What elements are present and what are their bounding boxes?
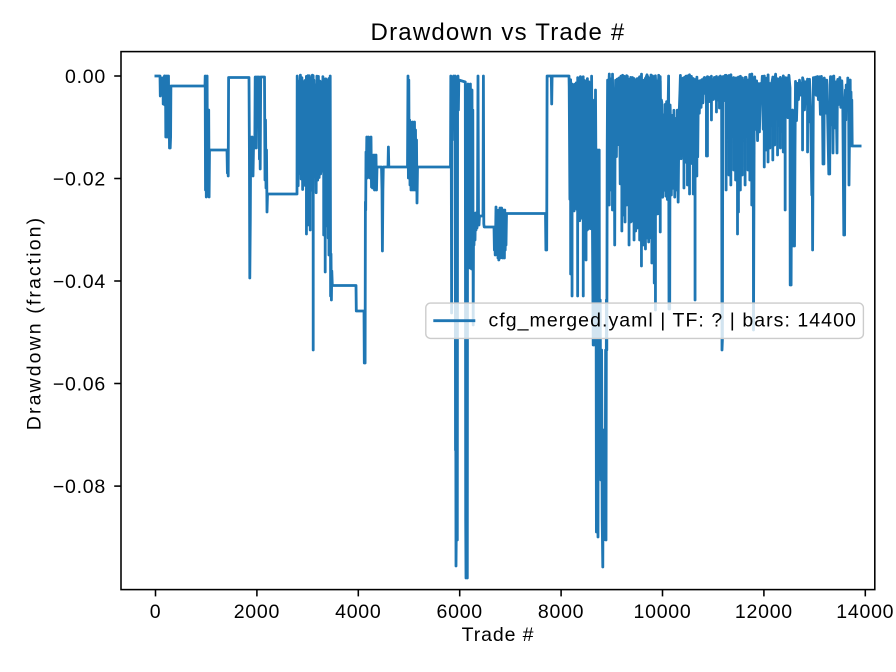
- svg-text:6000: 6000: [437, 601, 483, 623]
- svg-text:14000: 14000: [836, 601, 894, 623]
- svg-text:4000: 4000: [335, 601, 381, 623]
- svg-text:−0.08: −0.08: [53, 476, 106, 498]
- svg-text:12000: 12000: [735, 601, 793, 623]
- svg-text:Drawdown (fraction): Drawdown (fraction): [24, 216, 46, 430]
- svg-text:0.00: 0.00: [65, 66, 106, 88]
- svg-text:8000: 8000: [538, 601, 584, 623]
- svg-text:−0.06: −0.06: [53, 373, 106, 395]
- svg-text:10000: 10000: [634, 601, 692, 623]
- svg-text:−0.02: −0.02: [53, 168, 106, 190]
- svg-text:cfg_merged.yaml | TF: ? | bars: cfg_merged.yaml | TF: ? | bars: 14400: [489, 309, 857, 331]
- svg-text:−0.04: −0.04: [53, 271, 106, 293]
- svg-text:0: 0: [150, 601, 162, 623]
- svg-text:Drawdown vs Trade #: Drawdown vs Trade #: [371, 19, 626, 46]
- svg-text:2000: 2000: [234, 601, 280, 623]
- svg-text:Trade #: Trade #: [462, 624, 535, 646]
